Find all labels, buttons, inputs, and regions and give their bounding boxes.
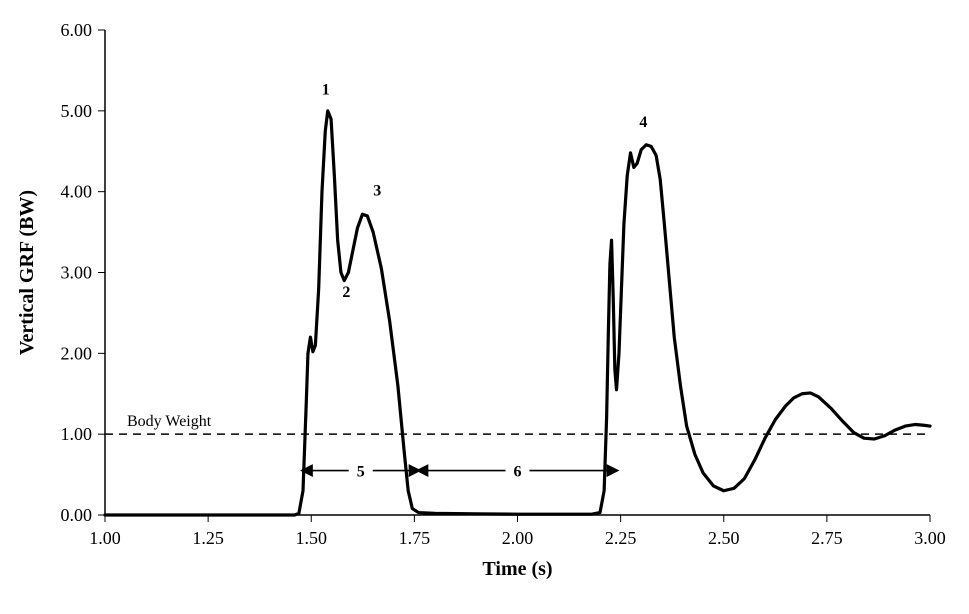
y-tick-label: 6.00 [61,20,93,40]
peak-label-3: 3 [373,183,381,200]
x-tick-label: 3.00 [914,528,946,548]
y-axis-title: Vertical GRF (BW) [16,190,38,355]
x-tick-label: 2.75 [811,528,843,548]
chart-svg: 0.00 1.00 2.00 3.00 4.00 5.00 6.00 1.00 1.25 1.50… [0,0,969,614]
y-tick-label: 5.00 [61,101,93,121]
y-tick-label: 3.00 [61,263,93,283]
x-tick-label: 1.50 [296,528,328,548]
x-tick-label: 2.25 [605,528,637,548]
span-label-5: 5 [357,464,365,481]
peak-label-1: 1 [322,82,330,99]
y-tick-label: 0.00 [61,505,93,525]
y-tick-label: 4.00 [61,182,93,202]
grf-chart: 0.00 1.00 2.00 3.00 4.00 5.00 6.00 1.00 1.25 1.50… [0,0,969,614]
x-axis-title: Time (s) [482,558,552,580]
x-tick-label: 1.25 [192,528,224,548]
body-weight-label: Body Weight [127,413,212,430]
x-tick-label: 1.00 [89,528,121,548]
x-tick-label: 2.00 [502,528,534,548]
peak-label-4: 4 [639,114,647,131]
y-tick-label: 2.00 [61,343,93,363]
x-tick-label: 1.75 [399,528,431,548]
span-label-6: 6 [514,464,522,481]
peak-label-2: 2 [342,284,350,301]
x-tick-label: 2.50 [708,528,740,548]
grf-curve [105,111,930,515]
y-tick-label: 1.00 [61,424,93,444]
